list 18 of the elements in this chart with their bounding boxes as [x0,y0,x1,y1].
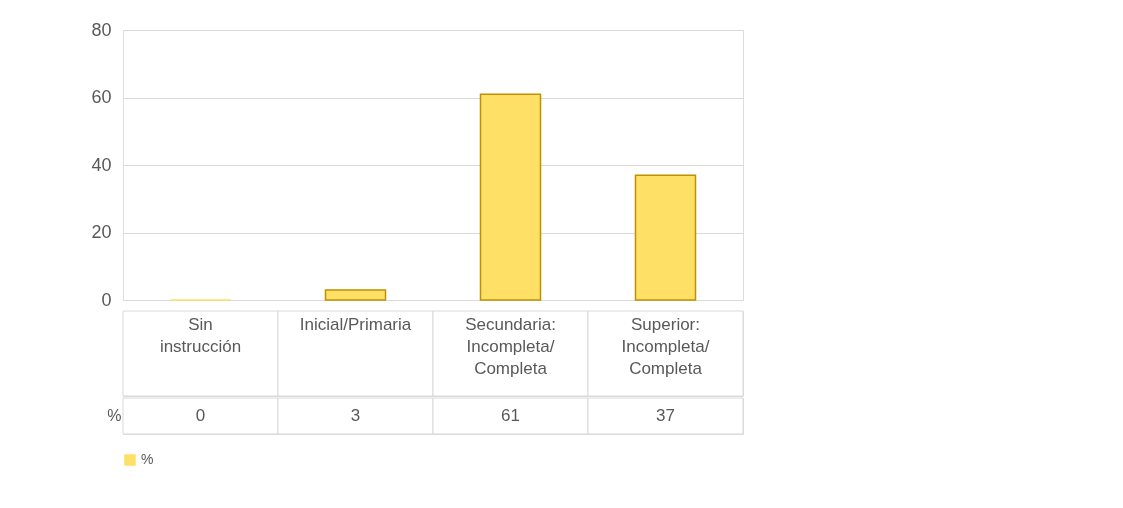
data-label: 3 [350,406,361,425]
x-tick-label: Secundaria: Incompleta/ Completa [465,315,556,378]
y-tick-label: 20 [91,222,112,242]
data-label: 61 [501,406,520,425]
bar [479,93,542,301]
data-label: 0 [195,406,206,425]
text: % [107,407,122,424]
y-tick-label: 60 [91,87,112,107]
x-tick-label: Superior: Incompleta/ Completa [621,315,710,378]
y-tick-label: 80 [91,19,112,40]
y-tick-label: 0 [101,289,112,310]
y-tick-label: 40 [91,154,112,175]
legend-label: % [141,451,154,467]
x-tick-label: Inicial/Primaria [299,315,412,334]
x-tick-label: Sin instrucción [159,315,242,356]
bar [634,174,697,301]
data-label: 37 [656,406,675,425]
bar [324,289,387,301]
